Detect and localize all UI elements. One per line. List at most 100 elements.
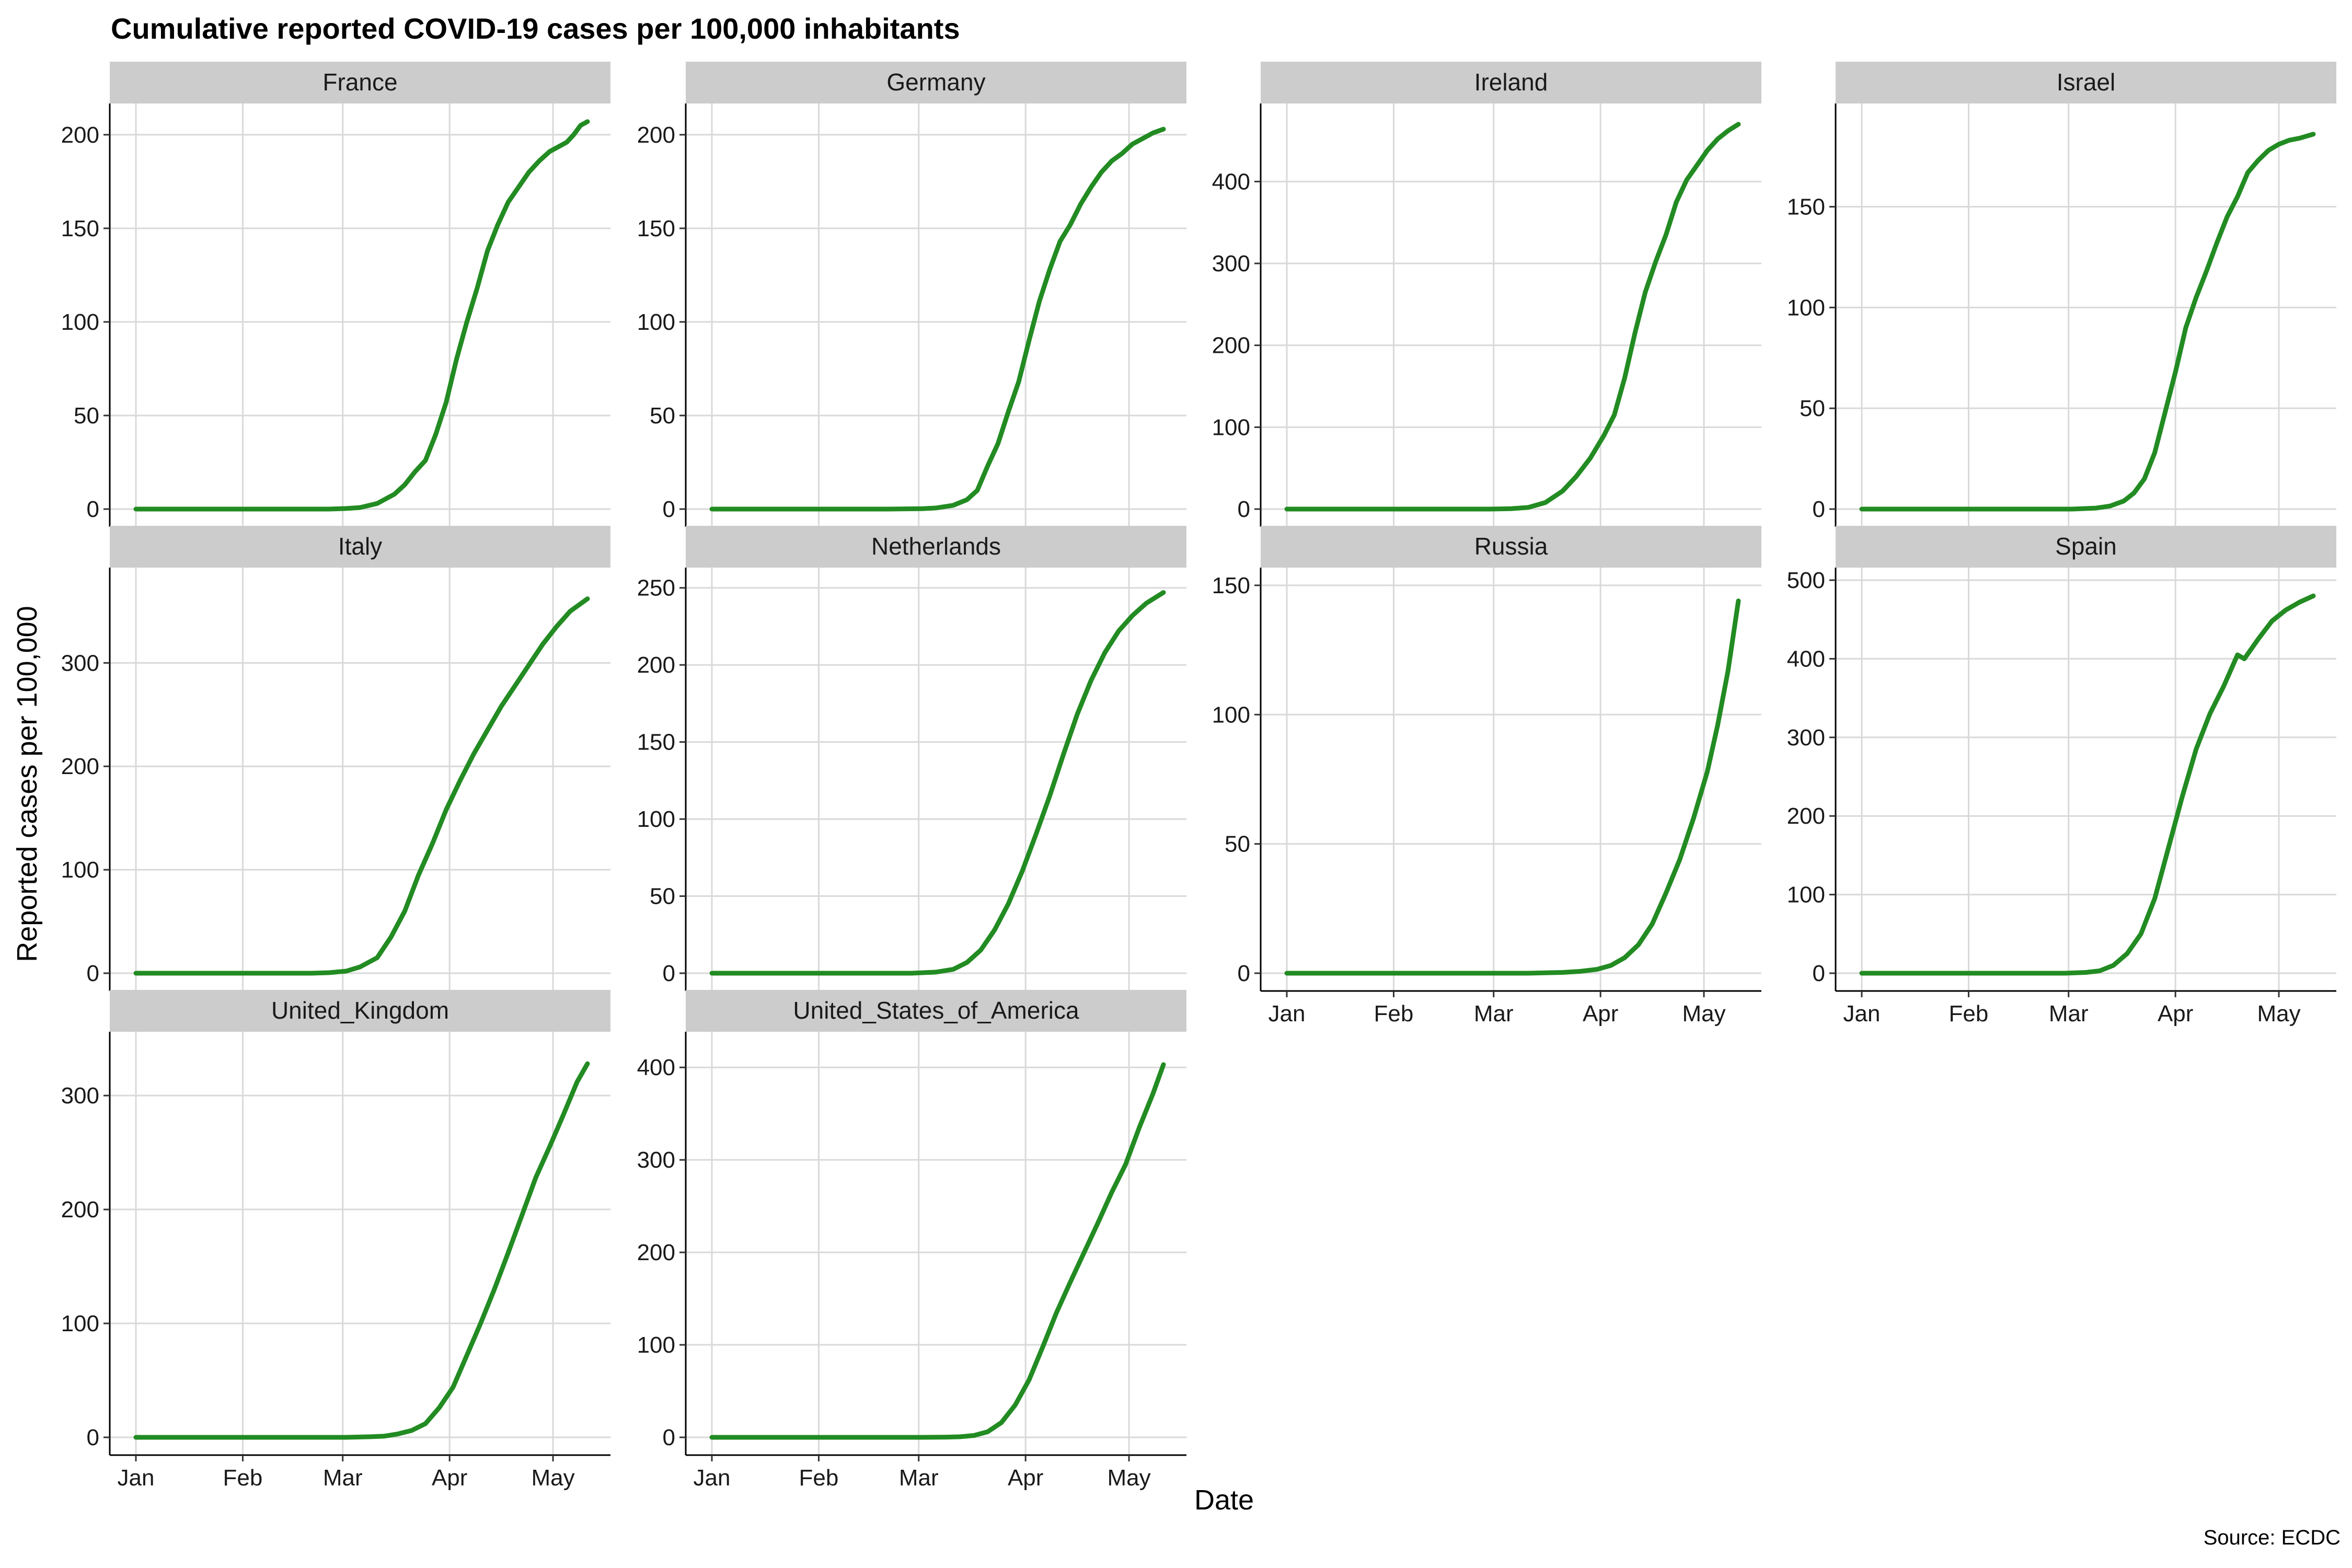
y-tick-label: 0 [663, 497, 675, 522]
y-tick-label: 200 [637, 122, 675, 148]
series-line [133, 119, 590, 512]
facet-panel: Netherlands 0 50 100 150 200 250 [637, 526, 1186, 997]
y-tick-label: 400 [637, 1055, 675, 1080]
y-tick-label: 150 [1787, 194, 1825, 220]
x-tick-label: Feb [223, 1465, 263, 1491]
facet-panel: United_Kingdom 0 100 200 300 Jan Feb Mar Apr May [61, 990, 610, 1491]
facet-panel: Germany 0 50 100 150 200 [637, 62, 1186, 533]
x-tick-label: Apr [1583, 1001, 1618, 1027]
source-caption: Source: ECDC [2204, 1526, 2341, 1549]
series-line [709, 126, 1166, 512]
facet-panel: France 0 50 100 150 200 [61, 62, 610, 533]
y-tick-label: 500 [1787, 568, 1825, 593]
y-tick-label: 0 [663, 961, 675, 986]
y-tick-label: 0 [1813, 497, 1825, 522]
x-tick-label: May [531, 1465, 574, 1491]
y-tick-label: 200 [1787, 803, 1825, 829]
x-tick-label: Mar [2049, 1001, 2089, 1027]
facet-panel: Israel 0 50 100 150 [1787, 62, 2336, 533]
y-tick-label: 0 [1238, 961, 1250, 986]
series-line [1859, 593, 2316, 976]
y-tick-label: 200 [637, 1240, 675, 1265]
y-tick-label: 0 [1238, 497, 1250, 522]
y-tick-label: 250 [637, 575, 675, 601]
y-tick-label: 200 [1212, 333, 1250, 359]
y-tick-label: 0 [87, 1425, 99, 1450]
facet-strip [110, 526, 610, 568]
y-tick-label: 100 [637, 806, 675, 832]
y-tick-label: 0 [87, 961, 99, 986]
x-tick-label: Apr [2158, 1001, 2193, 1027]
y-tick-label: 150 [637, 730, 675, 755]
y-tick-label: 150 [61, 216, 99, 241]
y-tick-label: 50 [650, 884, 675, 909]
x-tick-label: Feb [1374, 1001, 1414, 1027]
facet-label: Russia [1474, 533, 1548, 560]
facet-strip [686, 990, 1186, 1032]
facet-label: Spain [2055, 533, 2117, 560]
series-line [709, 590, 1166, 976]
y-axis-title: Reported cases per 100,000 [11, 606, 43, 962]
y-tick-label: 50 [1800, 396, 1825, 421]
y-tick-label: 200 [637, 652, 675, 678]
x-tick-label: Jan [1843, 1001, 1881, 1027]
facet-strip [686, 526, 1186, 568]
facet-strip [110, 990, 610, 1032]
facet-label: United_Kingdom [271, 997, 449, 1024]
facet-panel: Italy 0 100 200 300 [61, 526, 610, 997]
x-tick-label: May [2257, 1001, 2300, 1027]
y-tick-label: 300 [1212, 251, 1250, 276]
facet-label: Germany [886, 68, 985, 96]
x-tick-label: Feb [1949, 1001, 1989, 1027]
y-tick-label: 100 [637, 1332, 675, 1358]
facet-label: Netherlands [871, 533, 1001, 560]
y-tick-label: 100 [637, 309, 675, 335]
y-tick-label: 200 [61, 122, 99, 148]
facet-panel: Ireland 0 100 200 300 400 [1212, 62, 1761, 533]
y-tick-label: 0 [87, 497, 99, 522]
series-line [133, 1061, 590, 1440]
y-tick-label: 200 [61, 754, 99, 779]
x-tick-label: Mar [323, 1465, 363, 1491]
x-tick-label: May [1107, 1465, 1150, 1491]
y-tick-label: 100 [61, 857, 99, 883]
facet-label: United_States_of_America [793, 997, 1079, 1024]
y-tick-label: 100 [1787, 882, 1825, 908]
y-tick-label: 300 [61, 1083, 99, 1109]
y-tick-label: 150 [1212, 573, 1250, 598]
facet-label: Italy [338, 533, 382, 560]
y-tick-label: 400 [1787, 646, 1825, 672]
y-tick-label: 100 [61, 309, 99, 335]
y-tick-label: 100 [61, 1311, 99, 1336]
facet-strip [1836, 526, 2336, 568]
series-line [1284, 598, 1741, 976]
facet-panel: Russia 0 50 100 150 Jan Feb Mar Apr May [1212, 526, 1761, 1027]
chart-title: Cumulative reported COVID-19 cases per 1… [111, 12, 960, 45]
x-tick-label: Apr [432, 1465, 467, 1491]
y-tick-label: 150 [637, 216, 675, 241]
y-tick-label: 300 [637, 1147, 675, 1173]
y-tick-label: 50 [650, 403, 675, 429]
facet-strip [1261, 62, 1761, 103]
facet-strip [686, 62, 1186, 103]
facet-strip [110, 62, 610, 103]
x-tick-label: Jan [118, 1465, 155, 1491]
y-tick-label: 100 [1787, 295, 1825, 320]
facet-panel: United_States_of_America 0 100 200 300 400 Jan… [637, 990, 1186, 1491]
x-tick-label: Jan [694, 1465, 731, 1491]
x-tick-label: Mar [1474, 1001, 1514, 1027]
x-tick-label: Mar [899, 1465, 939, 1491]
y-tick-label: 0 [663, 1425, 675, 1450]
x-tick-label: Jan [1269, 1001, 1306, 1027]
y-tick-label: 400 [1212, 169, 1250, 194]
series-line [709, 1062, 1166, 1440]
x-tick-label: Feb [799, 1465, 839, 1491]
y-tick-label: 100 [1212, 702, 1250, 728]
facet-panel: Spain 0 100 200 300 400 500 Jan Feb Mar Apr May [1787, 526, 2336, 1027]
series-line [1284, 122, 1741, 512]
facet-panels: France050100150200Germany050100150200Ire… [61, 62, 2336, 1491]
series-line [1859, 132, 2316, 512]
x-tick-label: May [1682, 1001, 1725, 1027]
y-tick-label: 50 [74, 403, 99, 429]
